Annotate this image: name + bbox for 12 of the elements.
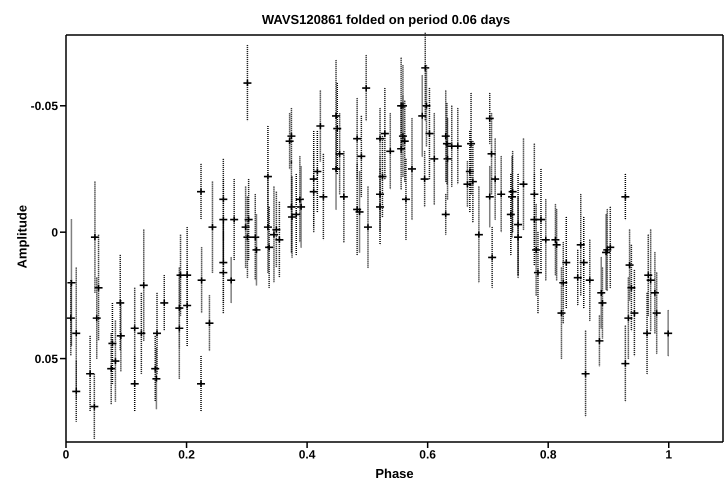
- y-tick-label: 0.05: [34, 352, 58, 366]
- chart-title: WAVS120861 folded on period 0.06 days: [260, 11, 512, 29]
- y-tick-label: 0: [51, 225, 58, 240]
- x-tick-label: 0: [62, 448, 70, 462]
- y-axis-title: Amplitude: [14, 204, 30, 268]
- x-tick-label: 0.6: [419, 448, 436, 462]
- x-tick-label: 0.2: [178, 448, 196, 462]
- x-tick-label: 1: [665, 448, 672, 462]
- x-axis-title: Phase: [375, 466, 414, 481]
- x-tick-label: 0.8: [540, 448, 557, 462]
- y-tick-label: -0.05: [30, 99, 58, 114]
- x-tick-label: 0.4: [298, 448, 316, 462]
